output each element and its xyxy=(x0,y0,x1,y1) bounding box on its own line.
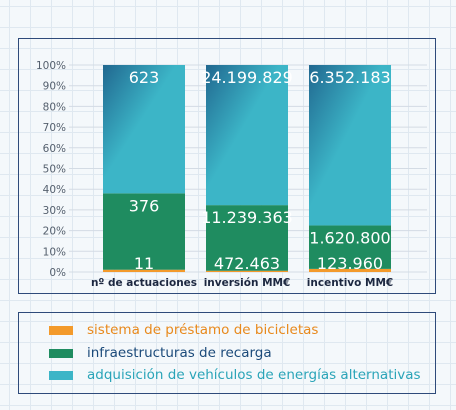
legend-swatch-teal xyxy=(49,370,73,380)
bar-shade xyxy=(309,65,391,226)
bar-value-label: 123.960 xyxy=(317,254,383,273)
bar-shade xyxy=(103,65,185,194)
bar-value-label: 11 xyxy=(134,254,154,273)
bar-segment xyxy=(206,270,288,272)
y-tick-label: 10% xyxy=(43,246,66,258)
bar-value-label: 472.463 xyxy=(214,254,280,273)
x-category-label: nº de actuaciones xyxy=(91,277,197,289)
bar-value-label: 24.199.829 xyxy=(201,68,293,87)
legend-item-bicicletas: sistema de préstamo de bicicletas xyxy=(49,320,318,340)
y-tick-label: 30% xyxy=(43,205,66,217)
legend-swatch-orange xyxy=(49,325,73,335)
bar-value-labels: 11 376 623 472.463 11.239.363 24.199.829 123.9… xyxy=(129,68,391,273)
y-tick-label: 0% xyxy=(49,267,66,279)
legend-label: adquisición de vehículos de energías alt… xyxy=(87,367,421,383)
bar-shade xyxy=(206,65,288,206)
bar-segment xyxy=(309,268,391,272)
bar-segment xyxy=(103,193,185,270)
y-axis-ticks: 0% 10% 20% 30% 40% 50% 60% 70% 80% 90% 100% xyxy=(36,60,66,279)
x-axis-categories: nº de actuaciones inversión MM€ incentivo … xyxy=(91,277,393,289)
x-category-label: incentivo MM€ xyxy=(307,277,393,289)
bar-segment xyxy=(206,205,288,271)
y-tick-label: 20% xyxy=(43,226,66,238)
y-tick-label: 80% xyxy=(43,101,66,113)
bar-segment xyxy=(103,269,185,272)
y-tick-label: 60% xyxy=(43,143,66,155)
legend: sistema de préstamo de bicicletas infrae… xyxy=(18,312,436,394)
chart-frame: 0% 10% 20% 30% 40% 50% 60% 70% 80% 90% 100% 11 376 6… xyxy=(18,38,436,294)
y-tick-label: 50% xyxy=(43,164,66,176)
legend-label: infraestructuras de recarga xyxy=(87,345,272,361)
legend-item-vehiculos: adquisición de vehículos de energías alt… xyxy=(49,365,421,385)
bar-value-label: 11.239.363 xyxy=(201,208,293,227)
legend-label: sistema de préstamo de bicicletas xyxy=(87,322,319,338)
legend-swatch-green xyxy=(49,348,73,358)
bar-value-label: 1.620.800 xyxy=(309,228,390,247)
bar-segment xyxy=(309,225,391,269)
stacked-bar-chart: 0% 10% 20% 30% 40% 50% 60% 70% 80% 90% 100% 11 376 6… xyxy=(36,60,427,289)
bar-value-label: 623 xyxy=(129,68,160,87)
bar-value-label: 376 xyxy=(129,196,160,215)
y-tick-label: 100% xyxy=(36,60,66,72)
bars xyxy=(103,65,391,272)
legend-item-recarga: infraestructuras de recarga xyxy=(49,343,272,363)
y-tick-label: 70% xyxy=(43,122,66,134)
y-tick-label: 90% xyxy=(43,81,66,93)
x-category-label: inversión MM€ xyxy=(204,277,291,289)
y-tick-label: 40% xyxy=(43,184,66,196)
bar-value-label: 6.352.183 xyxy=(309,68,390,87)
